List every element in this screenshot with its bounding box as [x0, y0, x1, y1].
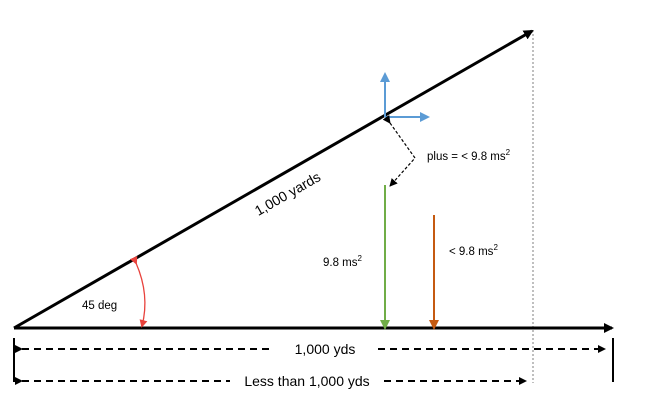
dashed-curved-arrow	[382, 114, 416, 187]
less-distance-label: Less than 1,000 yds	[244, 373, 369, 389]
hypotenuse-label: 1,000 yards	[252, 169, 323, 219]
angle-label: 45 deg	[82, 300, 117, 312]
angle-arc	[129, 255, 148, 328]
gravity-label: 9.8 ms2	[323, 254, 363, 269]
base-distance-label: 1,000 yds	[295, 341, 356, 357]
incline-line	[13, 29, 534, 330]
plus-label: plus = < 9.8 ms2	[427, 148, 511, 163]
reduced-gravity-label: < 9.8 ms2	[449, 243, 498, 258]
